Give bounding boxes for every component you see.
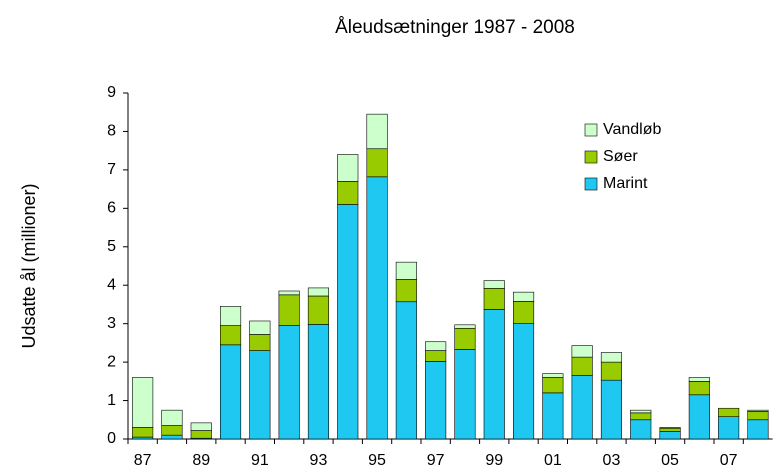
bar-segment xyxy=(366,176,388,440)
y-tick-label: 4 xyxy=(107,276,116,293)
bar-segment xyxy=(278,325,300,440)
y-tick-label: 2 xyxy=(107,353,116,370)
bar-segment xyxy=(630,412,652,421)
bar-segment xyxy=(366,113,388,150)
bar-segment xyxy=(542,373,564,378)
bar-segment xyxy=(337,181,359,205)
bar-segment xyxy=(249,350,271,440)
bar-segment xyxy=(483,280,505,289)
x-tick-label: 87 xyxy=(134,452,152,469)
bar-segment xyxy=(395,279,417,303)
bar-segment xyxy=(395,301,417,440)
x-tick-label: 95 xyxy=(368,452,386,469)
x-tick-label: 99 xyxy=(485,452,503,469)
y-tick-label: 3 xyxy=(107,315,116,332)
bar-segment xyxy=(307,324,330,440)
bar-segment xyxy=(190,430,212,439)
bar-segment xyxy=(718,407,740,418)
x-tick-label: 01 xyxy=(544,452,562,469)
bar-segment xyxy=(659,427,681,429)
bar-segment xyxy=(571,345,593,358)
bar-segment xyxy=(219,344,242,440)
bar-segment xyxy=(161,409,183,426)
y-tick-label: 5 xyxy=(107,238,116,255)
bar-segment xyxy=(659,427,681,432)
bar-segment xyxy=(337,154,359,182)
bar-segment xyxy=(571,356,593,376)
bar-segment xyxy=(659,431,681,440)
bar-segment xyxy=(454,327,476,350)
bar-segment xyxy=(747,409,769,412)
bar-segment xyxy=(366,148,388,178)
y-tick-label: 0 xyxy=(107,430,116,447)
bar-segment xyxy=(688,394,710,440)
legend-swatch xyxy=(584,123,598,137)
y-axis-label: Udsatte ål (millioner) xyxy=(19,183,39,348)
bar-segment xyxy=(278,294,300,326)
legend-swatch xyxy=(584,150,598,164)
bar-segment xyxy=(132,427,154,438)
bar-segment xyxy=(425,341,447,351)
bar-segment xyxy=(337,204,359,440)
bar-segment xyxy=(161,425,183,436)
bar-segment xyxy=(219,325,242,346)
x-tick-label: 89 xyxy=(192,452,210,469)
x-tick-label: 93 xyxy=(310,452,328,469)
bar-segment xyxy=(688,381,710,396)
bar-segment xyxy=(483,309,505,440)
bar-segment xyxy=(747,419,769,440)
x-tick-label: 97 xyxy=(427,452,445,469)
bar-segment xyxy=(425,350,447,362)
x-tick-label: 91 xyxy=(251,452,269,469)
bar-segment xyxy=(395,261,417,280)
y-tick-label: 6 xyxy=(107,200,116,217)
bar-segment xyxy=(512,323,535,440)
bar-segment xyxy=(512,291,535,302)
bar-segment xyxy=(542,392,564,440)
bar-segment xyxy=(307,295,330,325)
bar-segment xyxy=(219,306,242,326)
legend-label: Søer xyxy=(603,148,638,165)
bar-segment xyxy=(307,287,330,297)
y-tick-label: 8 xyxy=(107,123,116,140)
bar-segment xyxy=(571,375,593,440)
bar-segment xyxy=(542,377,564,394)
bar-segment xyxy=(249,334,271,351)
legend-swatch xyxy=(584,177,598,191)
x-tick-label: 07 xyxy=(720,452,738,469)
bar-segment xyxy=(512,301,535,324)
bar-segment xyxy=(483,287,505,310)
bar-segment xyxy=(718,416,740,440)
bar-segment xyxy=(600,352,623,363)
y-tick-label: 1 xyxy=(107,392,116,409)
y-tick-label: 7 xyxy=(107,161,116,178)
legend-label: Vandløb xyxy=(603,121,662,138)
bar-segment xyxy=(600,361,623,381)
bar-segment xyxy=(600,379,623,440)
bar-segment xyxy=(630,419,652,440)
chart-title: Åleudsætninger 1987 - 2008 xyxy=(335,17,575,38)
x-tick-label: 05 xyxy=(661,452,679,469)
x-tick-label: 03 xyxy=(603,452,621,469)
bar-segment xyxy=(454,324,476,329)
bar-segment xyxy=(454,349,476,440)
bar-segment xyxy=(425,361,447,440)
bar-segment xyxy=(190,422,212,431)
bar-segment xyxy=(278,290,300,296)
bar-segment xyxy=(161,434,183,440)
bar-segment xyxy=(132,377,154,428)
bar-segment xyxy=(249,320,271,335)
bar-segment xyxy=(747,411,769,421)
bar-segment xyxy=(688,377,710,382)
bar-segment xyxy=(630,409,652,414)
y-tick-label: 9 xyxy=(107,84,116,101)
legend-label: Marint xyxy=(603,175,648,192)
